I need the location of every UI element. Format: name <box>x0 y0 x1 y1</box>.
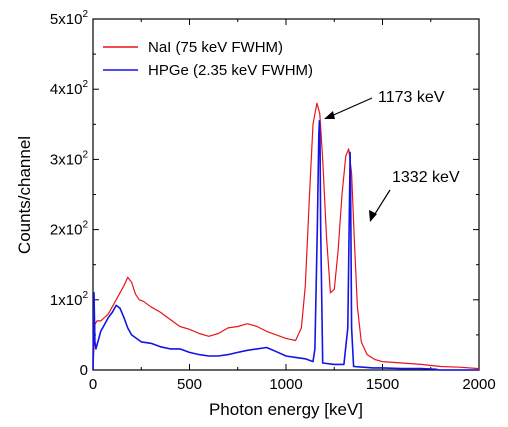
x-tick-label: 500 <box>177 376 202 393</box>
x-tick-label: 2000 <box>462 376 495 393</box>
x-tick-labels: 0 500 1000 1500 2000 <box>89 376 496 393</box>
legend-label-nai: NaI (75 keV FWHM) <box>148 39 283 56</box>
legend: NaI (75 keV FWHM) HPGe (2.35 keV FWHM) <box>103 39 313 79</box>
series-lines <box>92 102 480 371</box>
annotation-1332-label: 1332 keV <box>392 169 460 186</box>
annotation-1173-arrowhead <box>324 111 335 119</box>
y-tick-label: 1x102 <box>50 290 89 309</box>
y-tick-label: 2x102 <box>50 220 89 239</box>
annotation-1173-label: 1173 keV <box>378 89 445 106</box>
series-line-nai <box>92 102 480 371</box>
x-tick-label: 0 <box>89 376 97 393</box>
series-line-hpge <box>92 120 479 371</box>
annotation-1332-arrowhead <box>369 210 377 222</box>
y-tick-label: 5x102 <box>50 9 89 28</box>
annotation-1332: 1332 keV <box>369 169 460 222</box>
x-axis-title: Photon energy [keV] <box>209 400 363 419</box>
annotation-1173-arrow <box>328 97 373 118</box>
x-tick-label: 1000 <box>269 376 302 393</box>
y-tick-labels: 0 1x102 2x102 3x102 4x102 5x102 <box>50 9 89 379</box>
y-tick-label: 4x102 <box>50 79 89 98</box>
annotation-1173: 1173 keV <box>324 89 445 119</box>
tick-marks <box>92 18 480 371</box>
y-tick-label: 0 <box>80 362 88 379</box>
legend-label-hpge: HPGe (2.35 keV FWHM) <box>148 62 313 79</box>
annotation-1332-arrow <box>372 189 391 218</box>
y-axis-title: Counts/channel <box>15 136 34 254</box>
x-tick-label: 1500 <box>366 376 399 393</box>
y-tick-label: 3x102 <box>50 149 89 168</box>
